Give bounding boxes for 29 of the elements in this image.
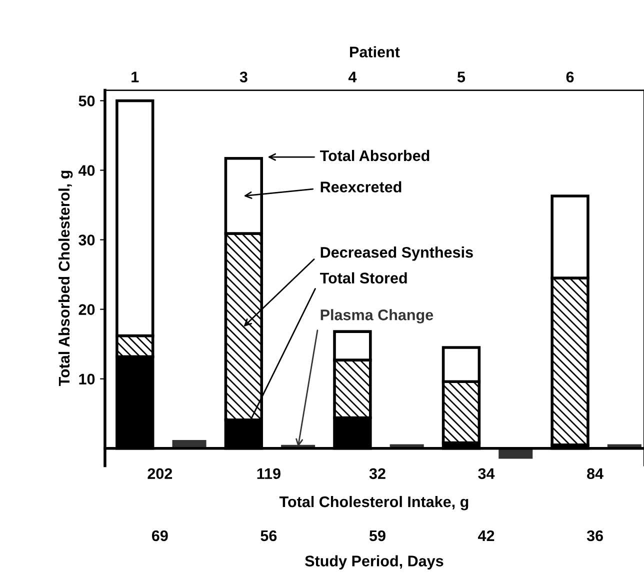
x-tick-label: 3 bbox=[240, 72, 248, 82]
legend-label: Reexcreted bbox=[320, 181, 402, 192]
x-tick-label: 1 bbox=[132, 72, 139, 82]
text: 32 bbox=[369, 468, 386, 480]
text: Total Stored bbox=[320, 272, 407, 284]
y-tick-label: 30 bbox=[78, 234, 95, 246]
x-tick-label: 6 bbox=[566, 72, 574, 82]
text: Plasma Change bbox=[320, 309, 434, 324]
text: 56 bbox=[260, 530, 277, 542]
y-tick-label: 40 bbox=[78, 165, 95, 176]
text: 36 bbox=[586, 530, 603, 542]
x-tick-label: 5 bbox=[457, 72, 466, 82]
y-tick-label: 50 bbox=[78, 96, 95, 106]
text: 34 bbox=[478, 468, 495, 480]
text: 59 bbox=[369, 530, 386, 542]
text: 69 bbox=[152, 530, 168, 542]
text: Study Period, Days bbox=[305, 555, 444, 570]
annotation: Total Absorbed bbox=[320, 150, 430, 162]
y-axis-title: Total Absorbed Cholesterol, g bbox=[58, 170, 73, 386]
y-tick-label: 10 bbox=[79, 374, 95, 385]
text: 42 bbox=[478, 530, 494, 541]
text: 119 bbox=[257, 468, 280, 480]
text: 84 bbox=[587, 468, 604, 480]
y-tick-label: 20 bbox=[78, 304, 95, 315]
x2-axis-title: Patient bbox=[350, 46, 400, 58]
text: 202 bbox=[148, 468, 172, 480]
text: Decreased Synthesis bbox=[320, 246, 473, 261]
x-axis-title: Total Cholesterol Intake, g bbox=[279, 496, 468, 510]
x-tick-label: 4 bbox=[348, 72, 357, 82]
